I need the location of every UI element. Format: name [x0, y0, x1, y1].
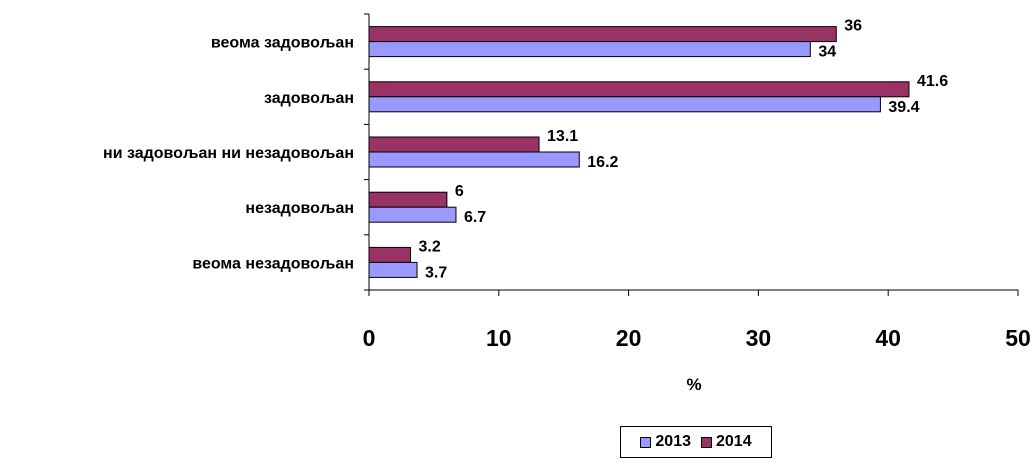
data-label-2014: 41.6 [917, 73, 948, 90]
data-label-2013: 34 [818, 44, 836, 61]
bar-2013 [368, 261, 418, 278]
x-axis-title: % [686, 375, 701, 394]
x-tick-label: 40 [875, 325, 901, 351]
chart: 0 10 20 30 40 50% веома задовољан 36 34 задовољан… [103, 13, 1031, 394]
legend-swatch-2014 [701, 436, 712, 448]
bar-2014 [368, 136, 540, 153]
x-tick-label: 10 [486, 325, 512, 351]
bar-2013 [368, 151, 580, 168]
category-label: веома незадовољан [192, 255, 354, 272]
bar-2014 [368, 246, 412, 263]
legend-label-2013: 2013 [655, 433, 691, 450]
data-label-2014: 3.2 [419, 238, 441, 255]
bar-2014 [368, 81, 910, 98]
x-tick-label: 50 [1005, 325, 1031, 351]
data-label-2014: 36 [844, 18, 862, 35]
legend-item-2014: 2014 [701, 433, 752, 451]
x-tick-label: 30 [746, 325, 772, 351]
x-tick-label: 20 [616, 325, 642, 351]
data-label-2013: 6.7 [464, 209, 486, 226]
legend: 2013 2014 [620, 426, 772, 458]
data-label-2013: 39.4 [888, 99, 919, 116]
category-label: ни задовољан ни незадовољан [103, 145, 354, 162]
legend-swatch-2013 [640, 436, 652, 448]
bar-2014 [368, 191, 448, 208]
data-label-2013: 16.2 [587, 154, 618, 171]
x-tick-label: 0 [363, 325, 376, 351]
bar-2013 [368, 96, 881, 113]
data-label-2013: 3.7 [425, 264, 447, 281]
bar-2013 [368, 206, 457, 223]
legend-label-2014: 2014 [716, 433, 752, 450]
data-label-2014: 6 [455, 183, 464, 200]
legend-item-2013: 2013 [640, 433, 691, 451]
data-label-2014: 13.1 [547, 128, 578, 145]
category-label: незадовољан [245, 200, 354, 217]
category-label: задовољан [264, 90, 354, 107]
bar-2014 [368, 26, 837, 43]
category-label: веома задовољан [211, 35, 354, 52]
bar-2013 [368, 41, 811, 58]
